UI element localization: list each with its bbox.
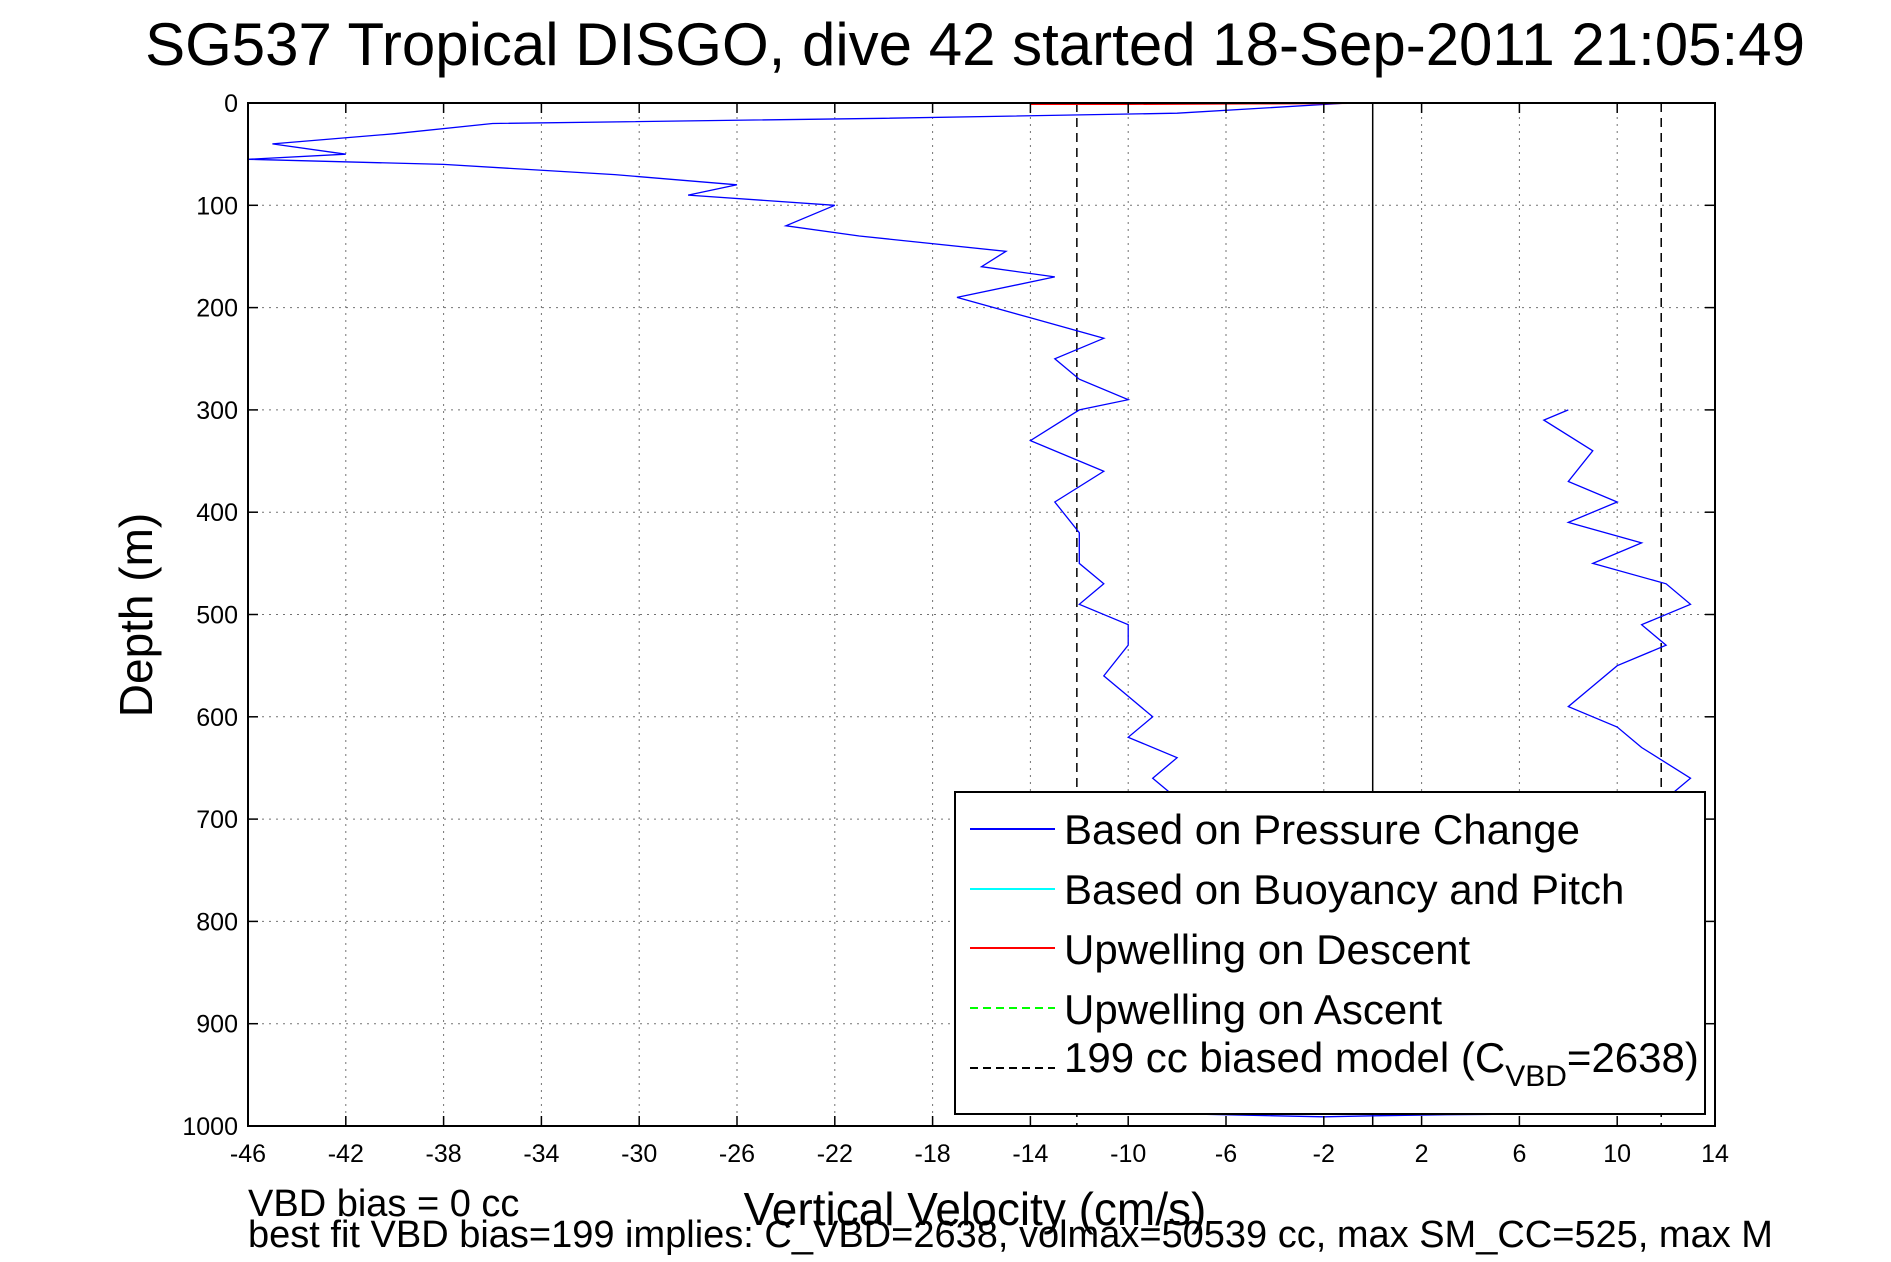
x-tick-label: -34 <box>523 1140 559 1168</box>
axis-ticks: -46 -42 -38 -34 -30 -26 -22 -18 -14 -10 -6 -2 2 6 10 14… <box>182 90 1729 1168</box>
y-axis-label: Depth (m) <box>110 513 162 717</box>
y-tick-label: 800 <box>196 908 238 936</box>
y-tick-label: 900 <box>196 1011 238 1039</box>
legend-label-buoyancy: Based on Buoyancy and Pitch <box>1064 866 1624 913</box>
x-axis-label: Vertical Velocity (cm/s) <box>744 1183 1207 1235</box>
legend-label-upwelling-descent: Upwelling on Descent <box>1064 926 1471 973</box>
x-tick-label: 14 <box>1701 1140 1729 1168</box>
grid-lines <box>248 103 1715 1126</box>
footer-best-fit: best fit VBD bias=199 implies: C_VBD=263… <box>248 1214 1773 1256</box>
y-tick-label: 200 <box>196 295 238 323</box>
legend-label-upwelling-ascent: Upwelling on Ascent <box>1064 986 1443 1033</box>
x-tick-label: -18 <box>915 1140 951 1168</box>
x-tick-label: 6 <box>1512 1140 1526 1168</box>
x-tick-label: -26 <box>719 1140 755 1168</box>
legend-label-biased-model: 199 cc biased model (CVBD=2638) <box>1064 1034 1699 1093</box>
x-tick-label: -14 <box>1012 1140 1048 1168</box>
x-tick-label: -46 <box>230 1140 266 1168</box>
y-tick-label: 600 <box>196 704 238 732</box>
y-tick-label: 1000 <box>182 1113 238 1141</box>
footer-vbd-bias: VBD bias = 0 cc <box>248 1183 519 1225</box>
x-tick-label: -42 <box>328 1140 364 1168</box>
y-tick-label: 500 <box>196 602 238 630</box>
pressure-ascent-line <box>1542 409 1692 800</box>
y-tick-label: 300 <box>196 397 238 425</box>
chart-title: SG537 Tropical DISGO, dive 42 started 18… <box>145 11 1805 78</box>
legend: Based on Pressure Change Based on Buoyan… <box>954 791 1706 1115</box>
y-tick-label: 400 <box>196 499 238 527</box>
y-tick-label: 700 <box>196 806 238 834</box>
x-tick-label: 2 <box>1415 1140 1429 1168</box>
y-tick-label: 0 <box>224 90 238 118</box>
x-tick-label: -10 <box>1110 1140 1146 1168</box>
x-tick-label: -6 <box>1215 1140 1237 1168</box>
x-tick-label: 10 <box>1603 1140 1631 1168</box>
x-tick-label: -30 <box>621 1140 657 1168</box>
x-tick-label: -22 <box>817 1140 853 1168</box>
legend-box <box>954 791 1706 1115</box>
x-tick-label: -2 <box>1313 1140 1335 1168</box>
legend-label-pressure: Based on Pressure Change <box>1064 806 1580 853</box>
pressure-descent-line <box>248 103 1349 800</box>
x-tick-label: -38 <box>426 1140 462 1168</box>
y-tick-label: 100 <box>196 192 238 220</box>
